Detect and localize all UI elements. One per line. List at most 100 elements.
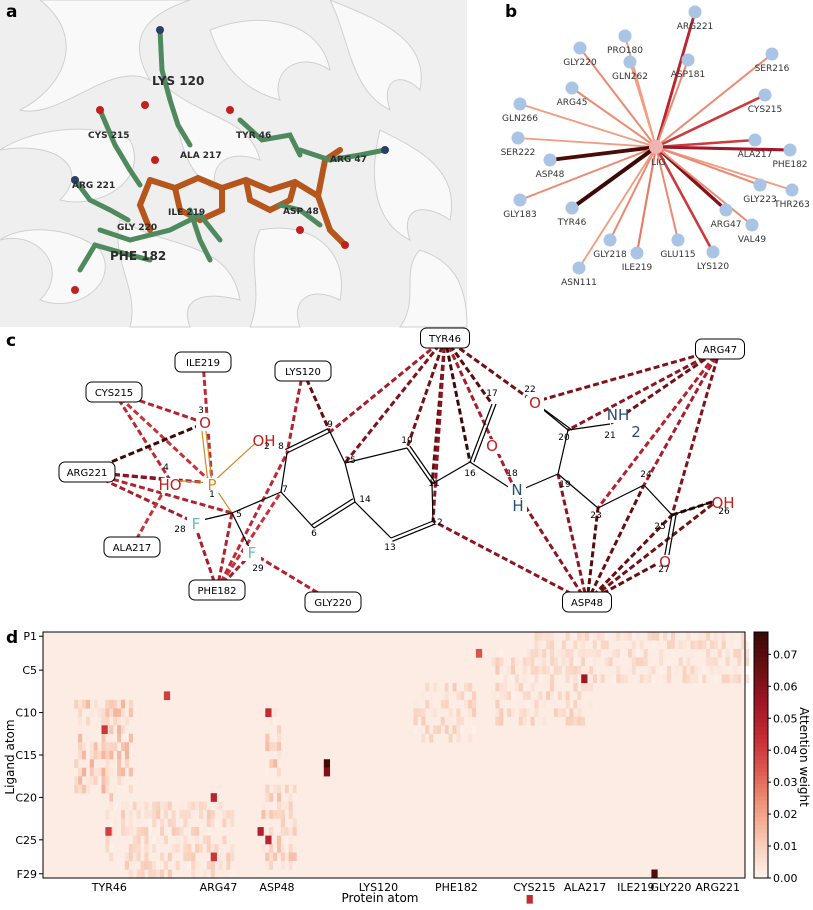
heatmap-cell — [616, 674, 621, 684]
heatmap-cell — [534, 648, 539, 658]
residue-node — [630, 246, 644, 260]
interaction-line — [112, 391, 172, 481]
heatmap-cell — [550, 632, 555, 641]
heatmap-cell — [495, 682, 500, 692]
heatmap-cell — [745, 640, 750, 650]
heatmap-cell — [101, 750, 106, 760]
heatmap-cell — [222, 861, 227, 870]
heatmap-cell — [737, 648, 742, 658]
heatmap-cell — [273, 767, 278, 777]
residue-label-a: ARG 221 — [72, 181, 115, 191]
heatmap-cell — [226, 852, 231, 862]
y-tick-label: C5 — [22, 664, 37, 677]
heatmap-cell — [156, 827, 161, 836]
residue-node-label: ARG45 — [557, 98, 588, 108]
heatmap-cell — [553, 657, 558, 667]
residue-node — [565, 81, 579, 95]
heatmap-cell — [421, 682, 426, 692]
heatmap-cell — [183, 835, 188, 845]
heatmap-cell — [635, 665, 640, 675]
heatmap-cell — [113, 835, 118, 845]
heatmap-cell — [124, 818, 129, 828]
network-edge — [570, 145, 658, 210]
heatmap-cell — [109, 801, 114, 811]
heatmap-cell — [218, 861, 223, 870]
heatmap-cell — [561, 674, 566, 684]
heatmap-cell — [93, 750, 98, 760]
heatmap-cell — [109, 742, 114, 751]
bond — [344, 447, 408, 464]
heatmap-cell — [460, 725, 465, 734]
heatmap-cell — [585, 682, 590, 692]
heatmap-cell — [144, 835, 149, 845]
heatmap-cell — [265, 810, 270, 819]
heatmap-cell — [160, 852, 165, 862]
heatmap-cell — [444, 682, 449, 692]
heatmap-cell — [128, 844, 133, 853]
heatmap-cell — [573, 640, 578, 650]
heatmap-cell — [85, 733, 90, 743]
residue-node — [785, 183, 799, 197]
heatmap-cell — [717, 665, 722, 675]
colorbar-segment — [754, 767, 768, 772]
atom-mask — [255, 434, 273, 449]
residue-node-label: SER216 — [755, 64, 790, 74]
heatmap-cell — [561, 640, 566, 650]
heatmap-cell — [674, 657, 679, 667]
heatmap-cell — [745, 657, 750, 667]
colorbar-tick-label: 0.02 — [773, 808, 798, 821]
heatmap-cell — [635, 648, 640, 658]
heatmap-cell — [269, 852, 274, 862]
heatmap-cell — [292, 818, 297, 828]
heatmap-cell — [631, 640, 636, 650]
heatmap-cell — [589, 665, 594, 675]
heatmap-cell — [620, 632, 625, 641]
atom-number: 10 — [401, 436, 413, 446]
heatmap-cell — [538, 648, 543, 658]
heatmap-cell — [581, 665, 586, 675]
residue-box-label: ARG47 — [703, 345, 737, 356]
heatmap-cell — [210, 861, 215, 870]
colorbar-frame — [753, 631, 769, 879]
heatmap-cell — [698, 632, 703, 641]
heatmap-cell — [647, 665, 652, 675]
heatmap-cell — [472, 691, 477, 701]
heatmap-cell — [97, 776, 102, 785]
heatmap-cell — [604, 657, 609, 667]
heatmap-cell — [503, 674, 508, 684]
atom-number: 20 — [558, 433, 570, 443]
heatmap-cell — [117, 767, 122, 777]
heatmap-cell — [499, 691, 504, 701]
heatmap-cell — [74, 784, 79, 794]
heatmap-cell — [542, 657, 547, 667]
heatmap-cell — [682, 665, 687, 675]
heatmap-cell — [156, 844, 161, 853]
residue-box-label: ALA217 — [113, 543, 152, 554]
heatmap-cell — [530, 657, 535, 667]
heatmap-cell — [542, 665, 547, 675]
heatmap-cell — [678, 640, 683, 650]
heatmap-cell — [292, 827, 297, 836]
residue-node — [511, 131, 525, 145]
heatmap-cell — [206, 835, 211, 845]
heatmap-cell — [206, 844, 211, 853]
heatmap-cell — [152, 801, 157, 811]
heatmap-cell — [206, 869, 211, 879]
heatmap-cell — [561, 648, 566, 658]
heatmap-cell — [269, 844, 274, 853]
heatmap-cell — [78, 708, 83, 718]
heatmap-cell — [113, 784, 118, 794]
heatmap-cell — [745, 648, 750, 658]
heatmap-cell — [175, 861, 180, 870]
heatmap-cell — [620, 674, 625, 684]
atom-label: OH — [252, 432, 275, 450]
bond — [409, 445, 436, 483]
residue-box — [103, 536, 161, 558]
heatmap-cell — [128, 725, 133, 734]
heatmap-cell — [631, 648, 636, 658]
heatmap-cell — [128, 699, 133, 709]
heatmap-cell — [175, 827, 180, 836]
heatmap-cell — [702, 674, 707, 684]
heatmap-cell — [741, 640, 746, 650]
heatmap-cell — [175, 852, 180, 862]
